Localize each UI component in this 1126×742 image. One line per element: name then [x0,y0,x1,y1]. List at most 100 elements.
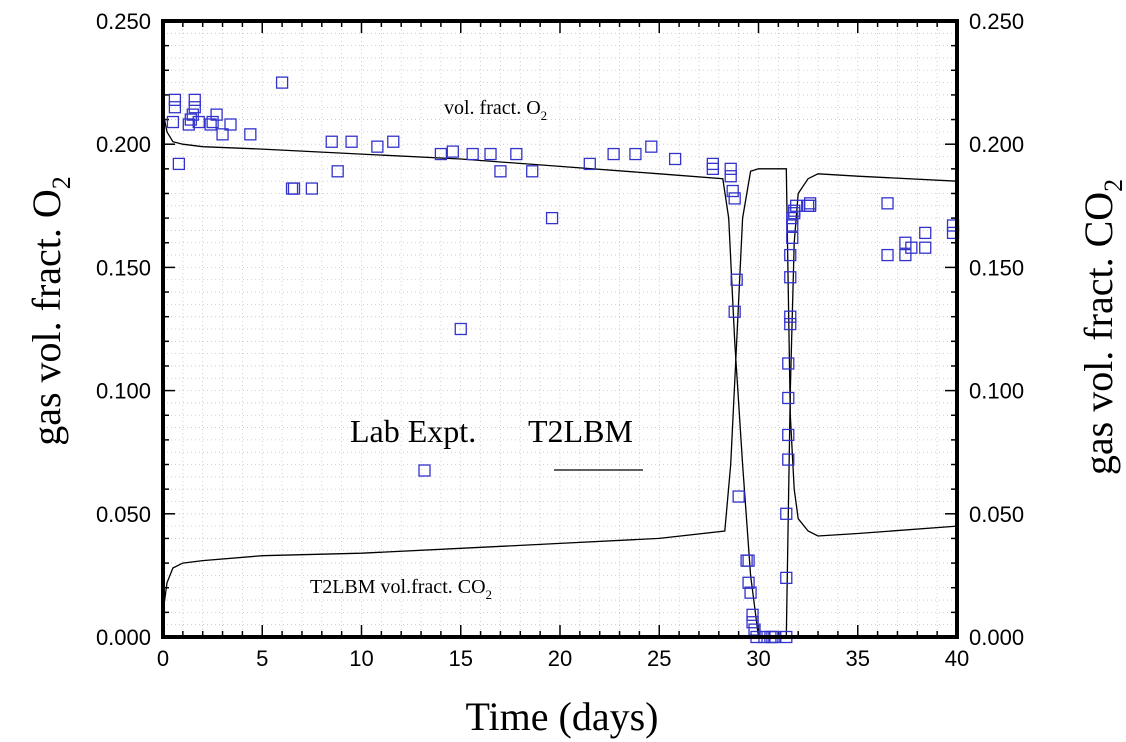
lab-expt-point [510,147,523,161]
lab-expt-point [244,128,257,141]
lab-expt-point [166,115,180,129]
lab-expt-point [746,616,759,629]
lab-expt-point [607,147,620,161]
lab-expt-point [782,428,795,442]
lab-expt-point [454,322,467,336]
lab-expt-point [728,192,741,205]
lab-expt-point [331,165,344,178]
legend-lab-marker [418,464,431,477]
lab-expt-point [784,310,797,323]
x-tick-label: 20 [548,646,572,671]
lab-expt-point [188,101,201,114]
x-tick-label: 30 [746,646,770,671]
lab-expt-point [784,271,797,284]
legend-lab-label: Lab Expt. [350,413,476,449]
lab-expt-point [782,391,795,405]
lab-expt-point [790,199,803,212]
co2-annotation-sub: 2 [486,587,493,602]
plot-frame [161,19,959,639]
y-tick-label-left: 0.100 [96,379,151,404]
lab-expt-point [484,147,497,161]
lab-expt-point [583,157,596,171]
lab-expt-point [275,76,289,89]
lab-expt-point [728,305,741,318]
legend: Lab Expt. T2LBM [350,413,643,477]
co2-model-line [162,168,958,613]
lab-expt-point [371,140,384,153]
lab-expt-point [724,170,737,183]
lab-expt-point [168,101,182,114]
lab-expt-point [216,128,229,141]
lab-expt-point [744,586,757,599]
lab-expt-point [345,135,358,148]
y-axis-title-left-text: gas vol. fract. O [24,189,69,446]
x-tick-label: 10 [349,646,373,671]
lab-expt-point [645,140,658,153]
lab-expt-point [746,608,759,621]
lab-expt-point [782,357,795,370]
y-tick-label-left: 0.200 [96,132,151,157]
lab-expt-point [784,248,797,262]
co2-annotation: T2LBM vol.fract. CO2 [310,576,492,602]
lab-expt-point [786,231,799,244]
lab-expt-point [706,162,719,175]
lab-expt-points [166,76,960,644]
lab-expt-point [188,93,201,106]
lab-expt-point [545,211,559,225]
x-axis-title: Time (days) [466,694,659,739]
y-tick-label-right: 0.250 [969,9,1024,34]
x-tick-label: 25 [647,646,671,671]
lab-expt-point [387,135,400,148]
o2-annotation-text: vol. fract. O [444,97,541,119]
lab-expt-point [287,182,301,195]
x-tick-label: 40 [945,646,969,671]
y-axis-title-right-text: gas vol. fract. CO [1076,192,1121,475]
lab-expt-point [780,571,793,585]
lab-expt-point [726,184,739,198]
lab-expt-point [526,165,539,178]
lab-expt-point [919,226,932,240]
lab-expt-point [742,554,755,567]
lab-expt-point [919,241,932,254]
lab-expt-point [494,165,507,178]
y-axis-title-right-sub: 2 [1099,179,1126,192]
o2-annotation-sub: 2 [541,108,548,123]
x-tick-label: 15 [449,646,473,671]
lab-expt-point [730,273,743,286]
legend-model-label: T2LBM [528,413,633,449]
lab-expt-point [305,182,319,195]
lab-expt-point [724,162,737,175]
lab-expt-point [905,241,918,254]
grid [163,21,957,637]
lab-expt-point [206,115,219,129]
lab-expt-point [881,197,894,210]
lab-expt-point [780,507,793,520]
o2-annotation: vol. fract. O2 [444,97,547,123]
y-tick-label-left: 0.000 [96,625,151,650]
y-tick-label-left: 0.150 [96,255,151,280]
lab-expt-point [668,152,682,166]
y-tick-label-right: 0.050 [969,502,1024,527]
y-tick-label-right: 0.200 [969,132,1024,157]
lab-expt-point [446,145,459,158]
x-tick-label: 0 [157,646,169,671]
y-axis-title-left-sub: 2 [47,176,76,189]
lab-expt-point [192,115,205,129]
y-axis-title-right: gas vol. fract. CO2 [1076,179,1126,475]
o2-model-line [162,112,958,638]
model-lines [162,112,958,638]
lab-expt-point [784,317,797,331]
lab-expt-point [172,157,186,171]
lab-expt-point [782,453,795,466]
lab-expt-point [466,147,479,161]
y-tick-label-right: 0.100 [969,379,1024,404]
y-axis-title-left: gas vol. fract. O2 [24,176,76,446]
x-tick-label: 35 [846,646,870,671]
lab-expt-point [629,147,642,161]
y-tick-label-right: 0.000 [969,625,1024,650]
lab-expt-point [168,93,182,106]
y-tick-label-left: 0.050 [96,502,151,527]
lab-expt-point [210,108,223,121]
